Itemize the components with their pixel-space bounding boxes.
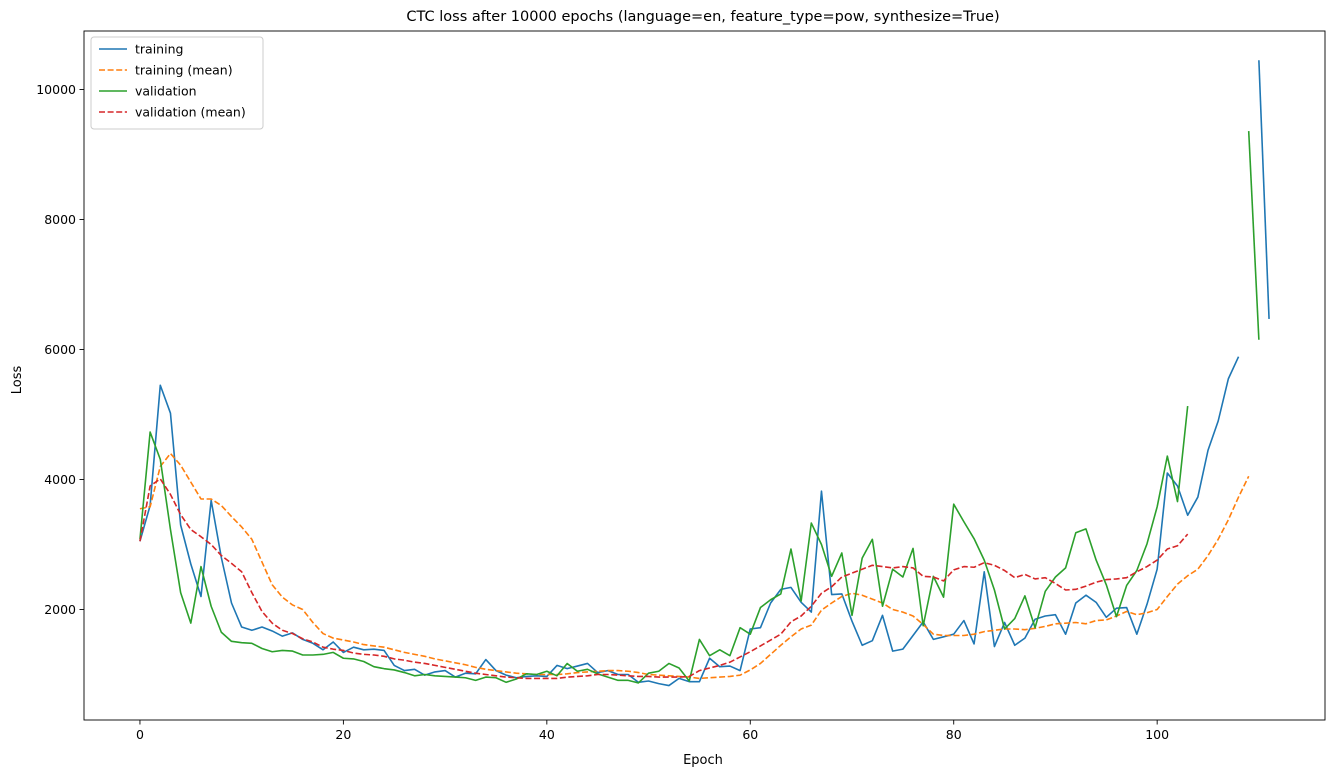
series-line-validation [139, 405, 1189, 684]
legend-box [90, 36, 264, 130]
series-lines [139, 60, 1270, 687]
y-tick-label: 8000 [44, 212, 76, 227]
legend-label: training (mean) [135, 63, 233, 78]
plot-area-frame [83, 30, 1326, 721]
x-tick-label: 0 [136, 727, 144, 742]
y-axis-label: Loss [10, 366, 25, 395]
series-line-training [139, 356, 1240, 687]
legend-label: validation [135, 84, 197, 99]
y-tick-label: 4000 [44, 472, 76, 487]
x-tick-label: 40 [539, 727, 555, 742]
series-line-validation-mean [139, 478, 1189, 680]
x-tick-label: 100 [1145, 727, 1169, 742]
legend-label: validation (mean) [135, 105, 246, 120]
y-axis-ticks: 2000 4000 6000 8000 10000 [36, 82, 84, 617]
x-axis-label: Epoch [683, 753, 723, 768]
x-tick-label: 20 [335, 727, 351, 742]
series-line-validation-segment-2 [1247, 131, 1260, 340]
y-tick-label: 6000 [44, 342, 76, 357]
legend: training training (mean) validation validat… [90, 36, 264, 130]
series-line-training-segment-2 [1258, 60, 1270, 319]
x-tick-label: 80 [946, 727, 962, 742]
chart-title: CTC loss after 10000 epochs (language=en… [406, 9, 999, 25]
series-line-training-mean [139, 452, 1250, 680]
x-tick-label: 60 [742, 727, 758, 742]
y-tick-label: 2000 [44, 602, 76, 617]
x-axis-ticks: 0 20 40 60 80 100 [136, 720, 1169, 742]
legend-label: training [135, 42, 183, 57]
y-tick-label: 10000 [36, 82, 76, 97]
